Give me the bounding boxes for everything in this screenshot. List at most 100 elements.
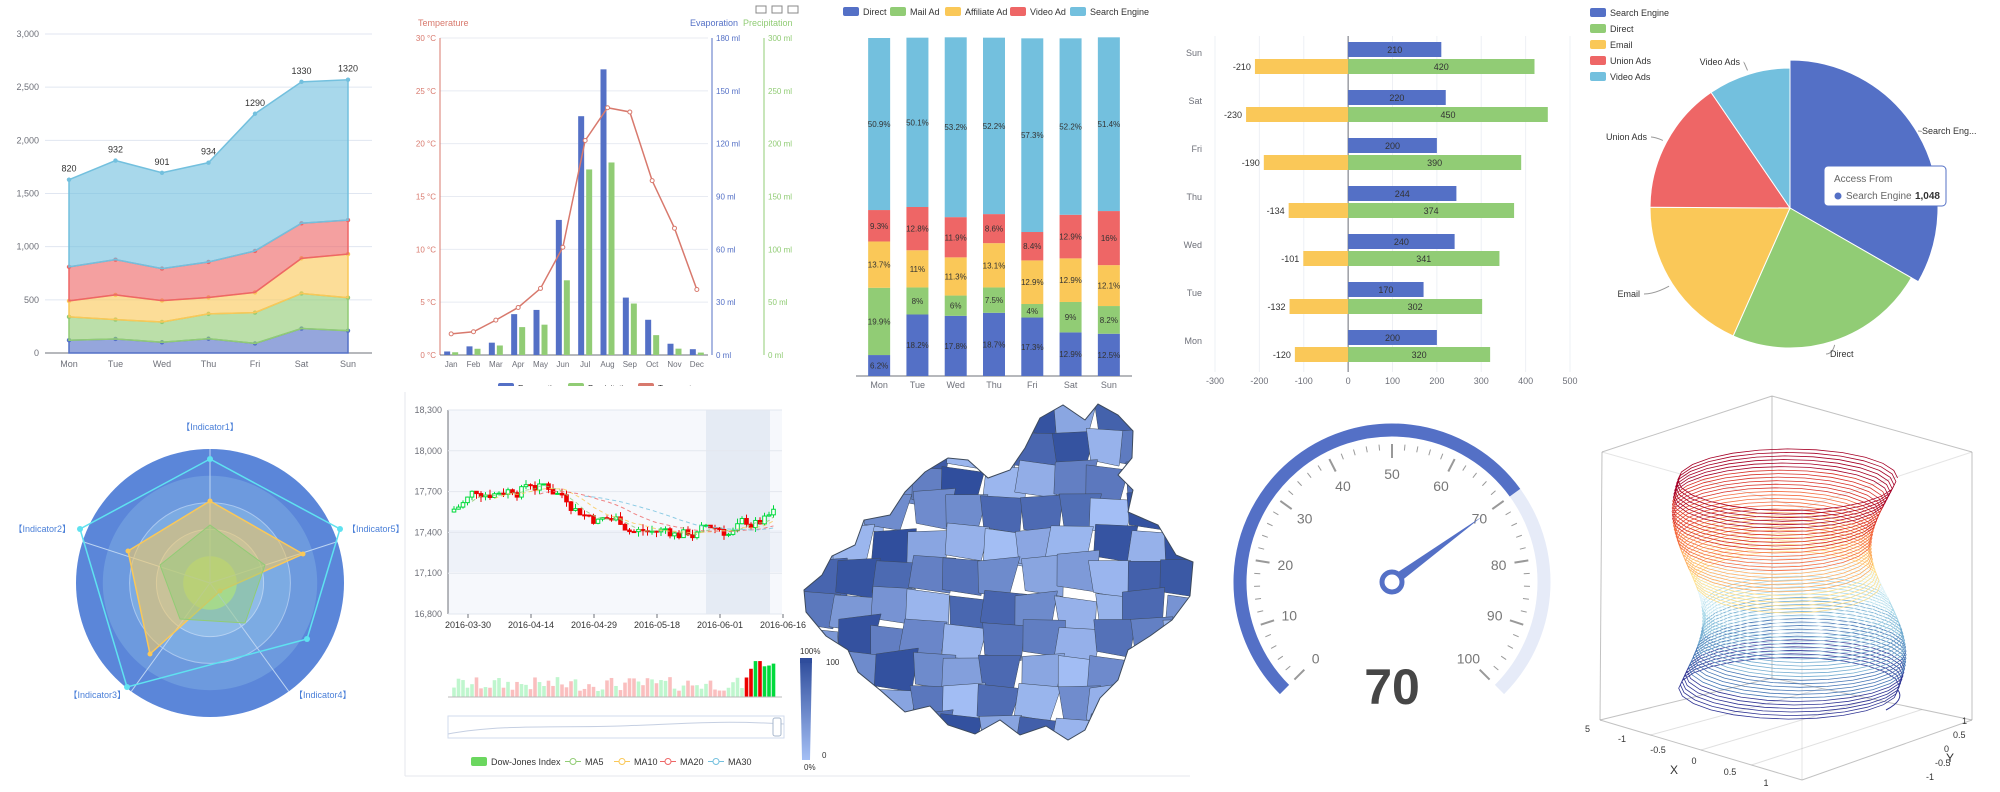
visual-map-bar[interactable] xyxy=(800,660,812,760)
bar[interactable] xyxy=(1348,59,1535,74)
ma20-line[interactable] xyxy=(539,490,774,532)
legend-swatch[interactable] xyxy=(890,7,906,16)
legend-swatch[interactable] xyxy=(1590,72,1606,81)
district[interactable] xyxy=(979,715,1022,754)
radar-point[interactable] xyxy=(125,548,131,554)
district[interactable] xyxy=(1160,721,1203,760)
ma10-line[interactable] xyxy=(494,487,774,534)
bar-segment[interactable] xyxy=(1059,258,1082,302)
district[interactable] xyxy=(1014,397,1058,437)
evaporation-bar[interactable] xyxy=(533,309,540,355)
area-point[interactable] xyxy=(206,160,211,165)
bar[interactable] xyxy=(1348,203,1515,218)
district[interactable] xyxy=(1165,399,1207,437)
district[interactable] xyxy=(801,430,846,473)
area-point[interactable] xyxy=(299,79,304,85)
volume-bar[interactable] xyxy=(560,684,564,697)
precipitation-bar[interactable] xyxy=(697,352,704,355)
volume-bar[interactable] xyxy=(758,661,762,697)
candle[interactable] xyxy=(555,492,560,495)
bar[interactable] xyxy=(1348,138,1437,153)
legend-swatch[interactable] xyxy=(1590,8,1606,17)
volume-bar[interactable] xyxy=(627,678,632,697)
radar-point[interactable] xyxy=(147,651,153,657)
candle[interactable] xyxy=(631,531,637,534)
volume-bar[interactable] xyxy=(546,680,551,697)
bar-segment[interactable] xyxy=(906,250,929,288)
district[interactable] xyxy=(1164,466,1210,505)
candle[interactable] xyxy=(469,490,475,498)
temperature-point[interactable] xyxy=(471,329,476,335)
candle[interactable] xyxy=(465,496,470,504)
ma30-line[interactable] xyxy=(584,495,774,531)
candle[interactable] xyxy=(744,518,749,525)
precipitation-bar[interactable] xyxy=(586,169,593,355)
volume-bar[interactable] xyxy=(699,688,704,697)
candle[interactable] xyxy=(474,490,479,495)
district[interactable] xyxy=(1050,717,1099,756)
district[interactable] xyxy=(832,404,880,442)
bar[interactable] xyxy=(1348,234,1455,249)
bar[interactable] xyxy=(1348,299,1483,314)
bar[interactable] xyxy=(1348,347,1491,362)
volume-bar[interactable] xyxy=(569,681,573,697)
volume-bar[interactable] xyxy=(479,688,483,697)
district[interactable] xyxy=(976,428,1020,472)
zoom-window[interactable] xyxy=(706,410,770,614)
volume-bar[interactable] xyxy=(713,689,717,697)
volume-bar[interactable] xyxy=(587,684,591,697)
volume-bar[interactable] xyxy=(744,677,749,697)
legend-marker[interactable] xyxy=(618,758,626,765)
volume-bar[interactable] xyxy=(704,683,708,697)
precipitation-bar[interactable] xyxy=(563,280,570,355)
temperature-point[interactable] xyxy=(493,317,499,323)
spring-segment[interactable] xyxy=(1697,596,1907,678)
volume-bar[interactable] xyxy=(564,687,569,697)
district[interactable] xyxy=(1123,690,1170,729)
candle[interactable] xyxy=(690,534,695,539)
data-view-icon[interactable] xyxy=(787,5,799,14)
district[interactable] xyxy=(796,396,844,436)
radar-vertex[interactable] xyxy=(77,526,83,532)
district[interactable] xyxy=(1159,559,1203,598)
volume-bar[interactable] xyxy=(519,684,524,697)
volume-bar[interactable] xyxy=(506,681,510,697)
evaporation-bar[interactable] xyxy=(555,219,562,355)
volume-bar[interactable] xyxy=(672,688,677,697)
candle[interactable] xyxy=(487,494,493,498)
volume-bar[interactable] xyxy=(740,688,744,697)
bar[interactable] xyxy=(1348,186,1457,201)
spring-segment[interactable] xyxy=(1672,448,1898,529)
bar-segment[interactable] xyxy=(983,214,1005,244)
volume-bar[interactable] xyxy=(528,689,533,697)
volume-bar[interactable] xyxy=(515,681,519,697)
visual-map-handle-top[interactable] xyxy=(800,658,812,663)
candle[interactable] xyxy=(757,519,763,525)
legend-marker[interactable] xyxy=(664,758,672,765)
candle[interactable] xyxy=(748,523,754,529)
volume-bar[interactable] xyxy=(735,677,740,697)
legend-swatch[interactable] xyxy=(945,7,961,16)
volume-bar[interactable] xyxy=(731,682,735,697)
district[interactable] xyxy=(944,522,990,562)
volume-bar[interactable] xyxy=(600,689,605,697)
district[interactable] xyxy=(982,622,1026,661)
area-point[interactable] xyxy=(252,111,258,116)
district[interactable] xyxy=(1126,489,1170,532)
bar[interactable] xyxy=(1246,107,1349,122)
ma5-line[interactable] xyxy=(471,485,774,536)
district[interactable] xyxy=(941,557,986,596)
volume-bar[interactable] xyxy=(542,685,546,697)
legend-swatch[interactable] xyxy=(1070,7,1086,16)
temperature-point[interactable] xyxy=(582,137,588,143)
candle[interactable] xyxy=(532,485,538,491)
volume-bar[interactable] xyxy=(483,687,488,697)
legend-swatch[interactable] xyxy=(843,7,859,16)
gauge-needle[interactable] xyxy=(1389,516,1483,587)
volume-bar[interactable] xyxy=(510,689,515,697)
spring-segment[interactable] xyxy=(1686,533,1881,614)
bar-segment[interactable] xyxy=(1097,306,1120,334)
area-series-4[interactable] xyxy=(68,78,349,270)
district[interactable] xyxy=(946,431,992,470)
spring-segment[interactable] xyxy=(1677,512,1874,593)
